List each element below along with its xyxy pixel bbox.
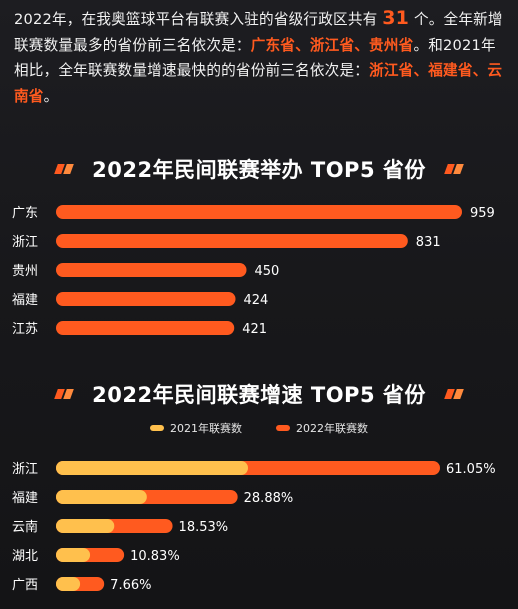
bar-2021: [56, 548, 91, 562]
legend-swatch-2021: [150, 425, 164, 431]
category-label: 广西: [12, 578, 38, 593]
decoration-right-icon: [444, 389, 464, 399]
data-label: 61.05%: [446, 462, 496, 477]
data-label: 7.66%: [110, 578, 151, 593]
bar: [56, 263, 247, 277]
bar-2021: [56, 519, 115, 533]
data-label: 959: [470, 206, 495, 221]
data-label: 28.88%: [244, 491, 294, 506]
legend-label-2021: 2021年联赛数: [170, 422, 242, 435]
legend-label-2022: 2022年联赛数: [296, 422, 368, 435]
data-label: 424: [244, 293, 269, 308]
intro-text-2: 个。全年新增联赛数量最多的省份前三名依次是：: [14, 11, 503, 54]
intro-paragraph: 2022年，在我奥篮球平台有联赛入驻的省级行政区共有 31 个。全年新增联赛数量…: [14, 6, 508, 109]
province-count: 31: [382, 7, 410, 29]
category-label: 江苏: [12, 321, 38, 337]
top-growth-provinces: 浙江省、福建省、云南省: [14, 62, 503, 105]
chart2-header: 2022年民间联赛增速 TOP5 省份: [0, 377, 518, 411]
decoration-left-icon: [54, 164, 74, 174]
data-label: 18.53%: [179, 520, 229, 535]
category-label: 贵州: [12, 264, 38, 279]
category-label: 云南: [12, 519, 38, 535]
bar-2021: [56, 490, 147, 504]
data-label: 421: [242, 322, 267, 337]
legend-item-2022: 2022年联赛数: [276, 419, 368, 437]
bar-2021: [56, 577, 81, 591]
chart2-title: 2022年民间联赛增速 TOP5 省份: [92, 383, 426, 407]
chart2-legend: 2021年联赛数 2022年联赛数: [0, 419, 518, 437]
bar: [56, 292, 236, 306]
decoration-left-icon: [54, 389, 74, 399]
intro-text-3: 。和2021年相比，全年联赛数量增速最快的的省份前三名依次是：: [14, 36, 496, 80]
category-label: 浙江: [12, 235, 38, 250]
category-label: 广东: [12, 206, 38, 221]
intro-text-1: 2022年，在我奥篮球平台有联赛入驻的省级行政区共有: [14, 11, 378, 28]
data-label: 10.83%: [130, 549, 180, 564]
category-label: 浙江: [12, 462, 38, 477]
legend-swatch-2022: [276, 425, 290, 431]
data-label: 831: [416, 235, 441, 250]
chart1-title: 2022年民间联赛举办 TOP5 省份: [92, 158, 426, 182]
legend-item-2021: 2021年联赛数: [150, 419, 242, 437]
data-label: 450: [255, 264, 280, 279]
bar-2021: [56, 461, 248, 475]
chart1-header: 2022年民间联赛举办 TOP5 省份: [0, 152, 518, 186]
bar: [56, 205, 462, 219]
category-label: 福建: [12, 293, 38, 308]
intro-text-4: 。: [43, 87, 59, 105]
bar: [56, 321, 235, 335]
category-label: 湖北: [12, 549, 38, 564]
chart1-bar-chart: 广东 959 浙江 831 贵州 450 福建 424 江苏 421: [12, 205, 495, 337]
bar: [56, 234, 408, 248]
chart2-bar-chart: 浙江 61.05% 福建 28.88% 云南 18.53% 湖北 10.83% 广西 7.66%: [12, 461, 496, 593]
top-new-provinces: 广东省、浙江省、贵州省: [250, 36, 414, 54]
category-label: 福建: [12, 491, 38, 506]
decoration-right-icon: [444, 164, 464, 174]
